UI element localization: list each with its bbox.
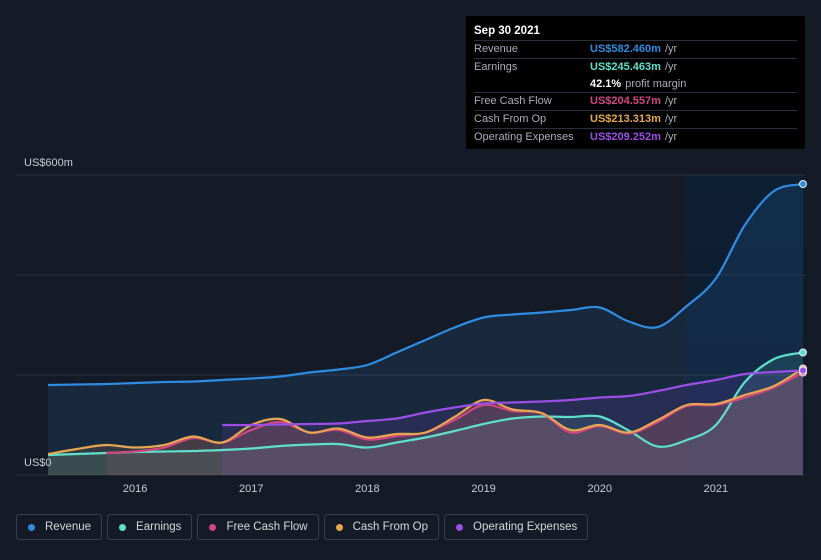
tooltip-row-label: Operating Expenses <box>474 130 574 143</box>
earnings-line <box>47 351 804 457</box>
chart-canvas: US$600m US$0 2016 2017 2018 2019 2020 2021 <box>16 157 807 495</box>
legend-item-revenue[interactable]: Revenue <box>16 514 103 540</box>
x-tick-label: 2019 <box>471 483 495 495</box>
tooltip-row-value: US$209.252m <box>590 130 661 143</box>
legend-dot-icon <box>456 523 464 531</box>
legend-label: Earnings <box>136 521 182 533</box>
legend-dot-icon <box>335 523 343 531</box>
tooltip-row-value: 42.1% <box>590 77 622 90</box>
tooltip-row-operating-expenses: Operating Expenses US$209.252m/yr <box>474 127 797 146</box>
legend-dot-icon <box>28 523 35 531</box>
legend-item-operating-expenses[interactable]: Operating Expenses <box>444 514 589 540</box>
earnings-area <box>48 352 803 475</box>
legend-label: Operating Expenses <box>473 521 578 533</box>
y-axis-bottom-label: US$0 <box>24 457 52 469</box>
legend-label: Cash From Op <box>352 521 429 533</box>
tooltip-date: Sep 30 2021 <box>474 25 540 37</box>
x-tick-label: 2017 <box>239 483 263 495</box>
legend-dot-icon <box>209 523 217 531</box>
x-tick-label: 2021 <box>704 483 728 495</box>
free-cash-flow-area <box>106 372 804 475</box>
tooltip-row-label: Cash From Op <box>474 113 547 126</box>
legend-item-free-cash-flow[interactable]: Free Cash Flow <box>197 514 319 540</box>
legend: Revenue Earnings Free Cash Flow Cash From O… <box>16 514 589 542</box>
operating-expenses-line <box>222 369 804 427</box>
x-tick-label: 2016 <box>123 483 147 495</box>
tooltip-row-unit: /yr <box>664 130 678 143</box>
operating-expenses-end-marker <box>799 366 807 375</box>
revenue-end-marker <box>799 180 807 188</box>
revenue-line <box>47 182 804 387</box>
operating-expenses-area <box>222 370 803 475</box>
tooltip-row-label: Free Cash Flow <box>474 95 552 108</box>
tooltip-row-earnings: Earnings US$245.463m/yr <box>474 57 797 76</box>
tooltip-row-revenue: Revenue US$582.460m/yr <box>474 40 797 58</box>
legend-label: Free Cash Flow <box>226 521 308 533</box>
legend-item-cash-from-op[interactable]: Cash From Op <box>323 514 440 540</box>
legend-label: Revenue <box>45 521 92 533</box>
tooltip-row-unit: /yr <box>664 113 678 126</box>
cash-from-op-line <box>47 367 804 456</box>
legend-dot-icon <box>119 523 127 531</box>
earnings-end-marker <box>799 348 807 357</box>
tooltip-row-value: US$245.463m <box>590 60 661 73</box>
tooltip-row-unit: profit margin <box>625 77 687 90</box>
tooltip-row-free-cash-flow: Free Cash Flow US$204.557m/yr <box>474 92 797 110</box>
tooltip-row-value: US$213.313m <box>590 113 661 126</box>
x-tick-label: 2018 <box>355 483 379 495</box>
tooltip-row-unit: /yr <box>664 43 678 55</box>
tooltip-panel: Sep 30 2021 Revenue US$582.460m/yr Earning… <box>466 16 805 149</box>
tooltip-row-value: US$582.460m <box>590 43 661 55</box>
tooltip-row-cash-from-op: Cash From Op US$213.313m/yr <box>474 110 797 128</box>
tooltip-row-label: Revenue <box>474 43 519 55</box>
tooltip-row-unit: /yr <box>664 95 678 108</box>
tooltip-row-profit-margin: 42.1% profit margin <box>474 76 797 93</box>
tooltip-row-label: Earnings <box>474 60 518 73</box>
x-tick-label: 2020 <box>587 483 611 495</box>
revenue-area <box>48 184 803 475</box>
y-axis-top-label: US$600m <box>24 157 73 169</box>
legend-item-earnings[interactable]: Earnings <box>107 514 193 540</box>
tooltip-row-value: US$204.557m <box>590 95 661 108</box>
tooltip-row-unit: /yr <box>664 60 678 73</box>
